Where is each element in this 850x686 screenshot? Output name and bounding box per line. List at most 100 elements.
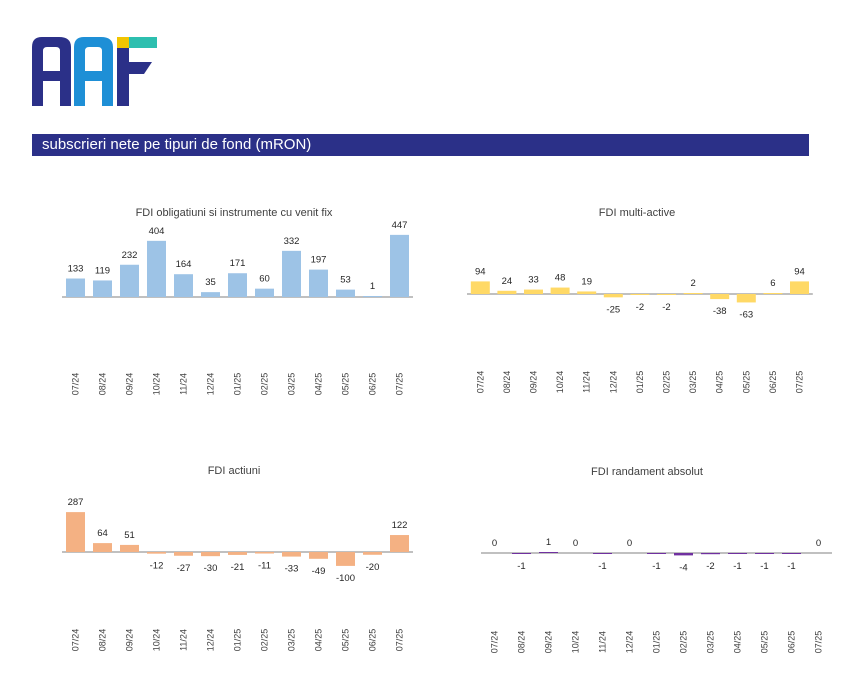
tick-label: 04/25 <box>715 371 725 394</box>
chart-title: FDI randament absolut <box>591 466 703 478</box>
bar <box>470 281 490 294</box>
bar <box>174 274 193 297</box>
bar <box>174 552 193 556</box>
tick-label: 09/24 <box>544 631 554 654</box>
tick-label: 01/25 <box>233 629 243 652</box>
bar <box>336 552 355 566</box>
bar <box>683 293 703 294</box>
chart-title: FDI multi-active <box>599 207 675 219</box>
tick-label: 09/24 <box>125 373 135 396</box>
data-label: -1 <box>760 561 768 572</box>
data-label: -100 <box>336 573 355 584</box>
bar <box>147 552 166 554</box>
data-label: 64 <box>97 528 108 539</box>
bar <box>755 553 774 554</box>
bar <box>282 250 301 297</box>
bar <box>309 269 328 297</box>
data-label: -49 <box>312 566 326 577</box>
data-label: -1 <box>652 561 660 572</box>
data-label: -25 <box>606 304 620 315</box>
tick-label: 01/25 <box>652 631 662 654</box>
data-label: 119 <box>95 265 110 276</box>
bar <box>201 552 220 557</box>
data-label: 232 <box>122 250 138 261</box>
tick-label: 05/25 <box>341 629 351 652</box>
tick-label: 05/25 <box>760 631 770 654</box>
data-label: 94 <box>475 266 486 277</box>
data-label: 0 <box>573 538 578 549</box>
tick-label: 11/24 <box>179 629 189 651</box>
bar <box>736 294 756 303</box>
bar <box>363 552 382 555</box>
bar <box>790 281 809 294</box>
data-label: -30 <box>204 563 218 574</box>
bar <box>512 553 531 554</box>
data-label: -1 <box>787 561 795 572</box>
data-label: 0 <box>492 538 497 549</box>
tick-label: 11/24 <box>582 371 592 393</box>
bar <box>782 553 801 554</box>
tick-label: 06/25 <box>368 629 378 652</box>
bar <box>550 287 570 294</box>
tick-label: 11/24 <box>598 631 608 653</box>
data-label: 48 <box>555 273 566 284</box>
data-label: 6 <box>770 278 775 289</box>
data-label: 0 <box>816 538 821 549</box>
data-label: 2 <box>690 278 695 289</box>
tick-label: 05/25 <box>741 371 751 394</box>
data-label: 447 <box>392 220 408 231</box>
section-title-banner: subscrieri nete pe tipuri de fond (mRON) <box>32 134 809 156</box>
tick-label: 02/25 <box>260 373 270 396</box>
data-label: -1 <box>598 561 606 572</box>
bar <box>657 294 676 295</box>
data-label: -27 <box>177 563 191 574</box>
tick-label: 07/25 <box>814 631 824 654</box>
tick-label: 12/24 <box>206 373 216 396</box>
tick-label: 07/25 <box>395 373 405 396</box>
bar <box>120 264 139 297</box>
tick-label: 05/25 <box>341 373 351 396</box>
bar <box>282 552 301 557</box>
bar <box>577 291 597 294</box>
tick-label: 06/25 <box>787 631 797 654</box>
tick-label: 04/25 <box>314 629 324 652</box>
data-label: 287 <box>68 497 84 508</box>
chart-title: FDI obligatiuni si instrumente cu venit … <box>136 207 333 219</box>
data-label: -4 <box>679 562 687 573</box>
data-label: -2 <box>636 302 644 313</box>
tick-label: 09/24 <box>529 371 539 394</box>
tick-label: 03/25 <box>706 631 716 654</box>
tick-label: 04/25 <box>733 631 743 654</box>
data-label: 51 <box>124 530 135 541</box>
bar <box>497 290 517 294</box>
bar <box>147 240 166 297</box>
data-label: -1 <box>733 561 741 572</box>
tick-label: 06/25 <box>368 373 378 396</box>
bar <box>255 552 274 554</box>
data-label: -20 <box>366 562 380 573</box>
data-label: -2 <box>662 302 670 313</box>
tick-label: 03/25 <box>688 371 698 394</box>
tick-label: 10/24 <box>152 629 162 652</box>
data-label: 94 <box>794 266 805 277</box>
tick-label: 03/25 <box>287 629 297 652</box>
tick-label: 02/25 <box>662 371 672 394</box>
bar <box>201 292 220 297</box>
bar <box>66 278 85 297</box>
data-label: 33 <box>528 275 539 286</box>
tick-label: 12/24 <box>206 629 216 652</box>
data-label: 19 <box>581 276 592 287</box>
tick-label: 07/24 <box>71 373 81 396</box>
tick-label: 01/25 <box>635 371 645 394</box>
tick-label: 08/24 <box>98 373 108 396</box>
bar <box>603 294 623 298</box>
tick-label: 07/24 <box>71 629 81 652</box>
tick-label: 12/24 <box>625 631 635 654</box>
bar <box>228 552 247 555</box>
data-label: 404 <box>149 226 165 237</box>
tick-label: 01/25 <box>233 373 243 396</box>
data-label: 332 <box>284 236 300 247</box>
data-label: 35 <box>205 277 216 288</box>
tick-label: 02/25 <box>679 631 689 654</box>
